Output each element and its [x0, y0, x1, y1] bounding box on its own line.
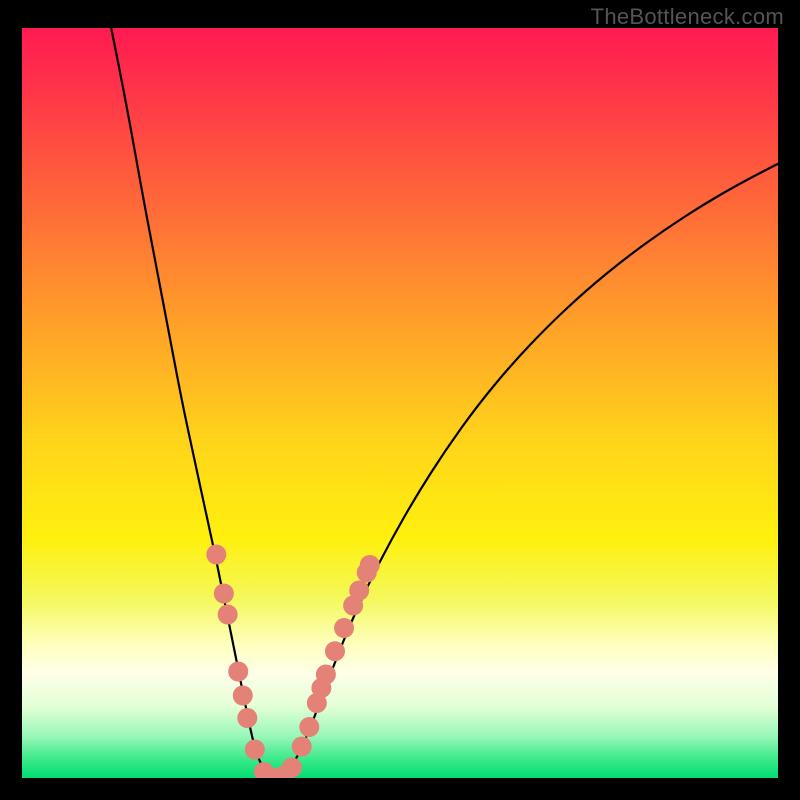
data-marker [233, 686, 253, 706]
chart-overlay [22, 28, 778, 778]
data-marker [349, 581, 369, 601]
data-marker [237, 708, 257, 728]
data-marker [292, 737, 312, 757]
data-marker [214, 584, 234, 604]
data-marker [316, 665, 336, 685]
data-marker [206, 545, 226, 565]
data-marker [228, 662, 248, 682]
watermark-text: TheBottleneck.com [591, 4, 784, 30]
data-marker [218, 605, 238, 625]
data-marker [282, 758, 302, 778]
plot-area [22, 28, 778, 778]
marker-group [206, 545, 379, 779]
data-marker [360, 555, 380, 575]
bottleneck-curve [111, 28, 778, 777]
data-marker [299, 717, 319, 737]
chart-canvas: TheBottleneck.com [0, 0, 800, 800]
data-marker [334, 618, 354, 638]
data-marker [325, 641, 345, 661]
data-marker [245, 740, 265, 760]
